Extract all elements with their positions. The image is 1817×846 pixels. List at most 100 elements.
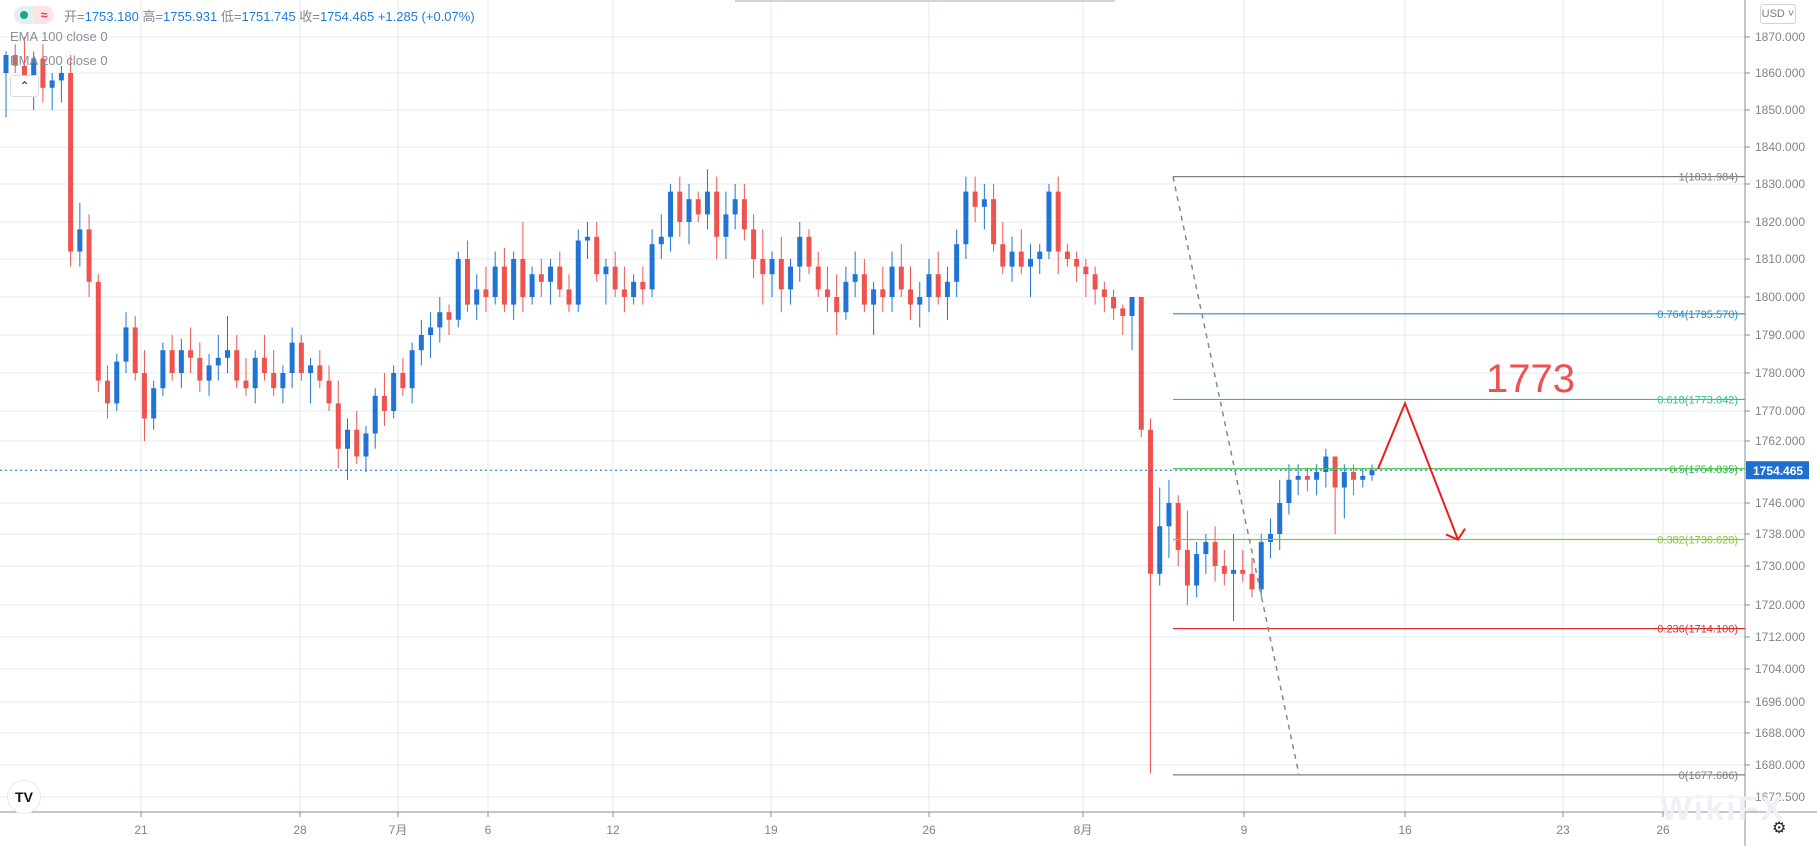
candle [326, 380, 332, 404]
candle [31, 58, 37, 81]
candle [400, 373, 406, 389]
candle [21, 65, 27, 81]
wave-icon[interactable]: ≈ [34, 6, 54, 24]
candle [381, 395, 387, 411]
candle [464, 259, 470, 305]
price-tick-label: 1850.000 [1755, 103, 1805, 117]
candle [1360, 475, 1366, 480]
candle [538, 274, 544, 282]
candle [741, 199, 747, 230]
candle [834, 297, 840, 313]
fibonacci-retracement[interactable]: 1(1831.984) 0.764(1795.570) 0.618(1773.042… [1173, 172, 1745, 782]
legend-toggle[interactable]: ≈ [14, 6, 54, 24]
candle [714, 191, 720, 237]
candle [1194, 554, 1200, 586]
status-dot-icon[interactable] [14, 6, 34, 24]
candle [58, 73, 64, 81]
candle [806, 236, 812, 267]
price-tick-label: 1790.000 [1755, 328, 1805, 342]
high-value: 1755.931 [163, 8, 218, 24]
candle [704, 191, 710, 215]
candle [372, 395, 378, 434]
top-drag-handle[interactable] [735, 0, 1115, 2]
tradingview-logo[interactable]: TV [7, 780, 41, 814]
time-tick-label: 16 [1398, 823, 1412, 837]
candle [141, 373, 147, 419]
candle [861, 274, 867, 305]
candle [243, 380, 249, 389]
candle [668, 191, 674, 237]
time-axis[interactable]: 21 28 7月 6 12 19 26 8月 9 16 23 26 [134, 812, 1670, 837]
candle [261, 357, 267, 373]
candle [944, 281, 950, 297]
price-tick-label: 1870.000 [1755, 30, 1805, 44]
fib-level-label: 0.382(1736.628) [1657, 534, 1738, 546]
candle [1055, 191, 1061, 252]
candle [871, 289, 877, 305]
time-tick-label: 9 [1241, 823, 1248, 837]
time-tick-label: 26 [1656, 823, 1670, 837]
candle [1120, 308, 1126, 316]
candle [1028, 259, 1033, 267]
candle [1018, 251, 1024, 267]
fib-level-label: 0.764(1795.570) [1657, 309, 1738, 321]
low-value: 1751.745 [241, 8, 296, 24]
fib-level-label: 0.236(1714.100) [1657, 624, 1738, 636]
currency-select[interactable]: USD ˅ [1760, 4, 1796, 24]
candle [778, 259, 784, 290]
fib-trend-line[interactable] [1172, 176, 1300, 776]
candle [963, 191, 969, 245]
candle [501, 266, 507, 305]
price-tick-label: 1746.000 [1755, 496, 1805, 510]
price-tick-label: 1738.000 [1755, 527, 1805, 541]
candle [160, 350, 166, 389]
price-axis[interactable]: 1870.000 1860.000 1850.000 1840.000 1830.000… [1745, 30, 1805, 804]
candle [1083, 266, 1089, 275]
candle [1092, 274, 1098, 290]
candle [1240, 569, 1246, 574]
last-price-badge: 1754.465 [1746, 461, 1809, 480]
time-tick-label: 23 [1556, 823, 1570, 837]
settings-gear-icon[interactable]: ⚙ [1772, 820, 1787, 837]
candle [317, 365, 323, 381]
candle [335, 403, 341, 449]
candle [658, 236, 664, 245]
candle [252, 357, 258, 389]
candle [1277, 503, 1283, 534]
candle [1258, 542, 1264, 590]
candle [455, 259, 461, 320]
candle [584, 236, 590, 241]
candle [981, 199, 987, 207]
collapse-indicators-button[interactable]: ⌃ [10, 75, 39, 97]
candle [1037, 251, 1043, 259]
indicator-ema-100[interactable]: EMA 100 close 0 [10, 29, 108, 44]
candle [1249, 573, 1255, 590]
forecast-arrow[interactable] [1377, 400, 1459, 540]
candle [751, 229, 757, 259]
candle [1341, 472, 1347, 488]
candle [428, 327, 434, 335]
candle [206, 365, 212, 381]
candle [68, 73, 74, 252]
time-tick-label: 7月 [389, 823, 408, 837]
price-tick-label: 1704.000 [1755, 662, 1805, 676]
candle [649, 244, 655, 290]
candle [114, 361, 120, 404]
time-tick-label: 26 [922, 823, 936, 837]
candle [1286, 479, 1292, 503]
candle [1111, 297, 1117, 309]
candle [391, 373, 397, 411]
candle [40, 58, 46, 88]
candle [49, 80, 55, 88]
time-tick-label: 28 [293, 823, 307, 837]
price-tick-label: 1712.000 [1755, 630, 1805, 644]
candle [760, 259, 766, 275]
candle [418, 335, 424, 351]
candle [197, 357, 203, 381]
indicator-ema-200[interactable]: EMA 200 close 0 [10, 53, 108, 68]
candle [991, 199, 997, 245]
candle [1314, 472, 1320, 480]
candle [926, 274, 932, 297]
candle [1009, 251, 1015, 267]
